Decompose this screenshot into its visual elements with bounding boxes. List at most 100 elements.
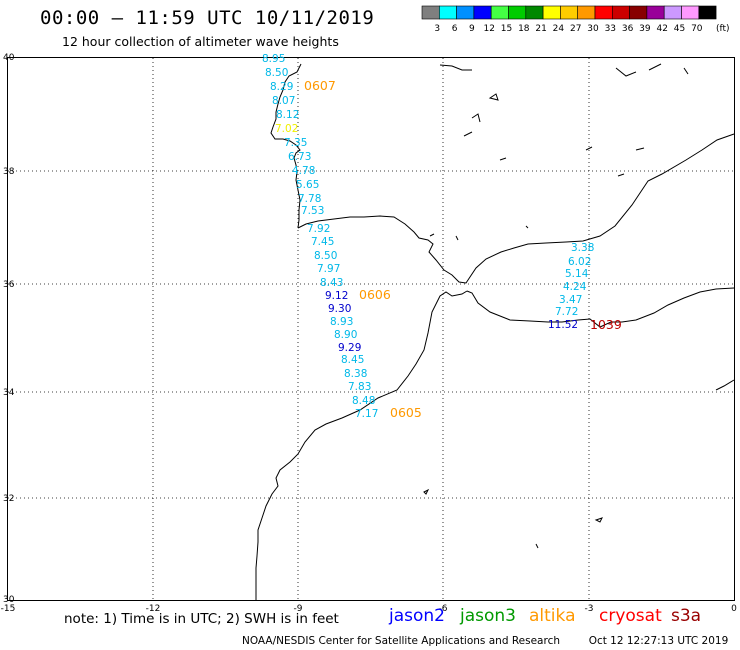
plot-frame [7, 57, 735, 601]
scale-label: 39 [639, 24, 651, 34]
wave-height-value: 9.29 [338, 342, 361, 354]
scale-swatch [542, 5, 561, 20]
wave-height-value: 8.50 [314, 250, 337, 262]
coastline [255, 63, 735, 600]
wave-height-value: 7.35 [284, 137, 307, 149]
scale-swatch [525, 5, 544, 20]
lat-tick-label: 38 [3, 167, 15, 177]
scale-swatch [646, 5, 665, 20]
lat-tick-label: 30 [3, 595, 15, 605]
scale-swatch [663, 5, 682, 20]
scale-unit-label: (ft) [716, 24, 730, 34]
satellite-legend-item: altika [529, 606, 576, 626]
satellite-legend-item: jason2 [389, 606, 445, 626]
satellite-legend-item: s3a [671, 606, 702, 626]
scale-label: 70 [691, 24, 703, 34]
wave-height-value: 7.17 [355, 408, 378, 420]
generation-timestamp: Oct 12 12:27:13 UTC 2019 [588, 635, 729, 647]
scale-swatch [490, 5, 509, 20]
wave-height-value: 5.65 [296, 179, 319, 191]
wave-height-value: 8.93 [330, 316, 353, 328]
wave-height-value: 11.52 [548, 319, 578, 331]
scale-swatch [577, 5, 596, 20]
lon-tick-label: -3 [585, 604, 594, 614]
scale-swatch [421, 5, 440, 20]
scale-label: 33 [605, 24, 616, 34]
wave-height-value: 6.73 [288, 151, 311, 163]
lon-tick-label: 0 [731, 604, 737, 614]
wave-height-value: 7.97 [317, 263, 340, 275]
credit-line: NOAA/NESDIS Center for Satellite Applica… [242, 635, 728, 647]
scale-swatch [611, 5, 630, 20]
wave-height-value: 7.53 [301, 205, 324, 217]
wave-height-value: 5.14 [565, 268, 589, 280]
wave-height-value: 8.29 [270, 81, 293, 93]
lon-tick-label: -6 [439, 604, 448, 614]
lon-tick-label: -12 [146, 604, 161, 614]
scale-label: 36 [622, 24, 634, 34]
satellite-legend-item: jason3 [460, 606, 516, 626]
wave-height-value: 9.12 [325, 290, 348, 302]
wave-height-value: 7.45 [311, 236, 334, 248]
lat-tick-label: 34 [3, 388, 15, 398]
scale-label: 3 [434, 24, 440, 34]
wave-height-value: 7.72 [555, 306, 578, 318]
track-time-label: 1039 [590, 317, 622, 332]
scale-label: 30 [587, 24, 599, 34]
scale-label: 24 [553, 24, 565, 34]
wave-height-value: 8.12 [276, 109, 299, 121]
scale-label: 45 [674, 24, 685, 34]
track-time-label: 0605 [390, 405, 422, 420]
map-subtitle: 12 hour collection of altimeter wave hei… [62, 34, 339, 49]
lat-tick-label: 36 [3, 280, 15, 290]
lon-tick-label: -9 [294, 604, 303, 614]
scale-label: 6 [452, 24, 458, 34]
color-scale-legend: 3 6 9 12 15 18 21 24 27 30 33 36 39 42 45 70 (ft) [421, 5, 730, 34]
wave-height-value: 8.38 [344, 368, 367, 380]
scale-label: 9 [469, 24, 475, 34]
scale-swatch [681, 5, 700, 20]
scale-label: 21 [535, 24, 546, 34]
lon-tick-label: -15 [1, 604, 16, 614]
scale-swatch [456, 5, 475, 20]
track-time-label: 0606 [359, 287, 391, 302]
map-title: 00:00 – 11:59 UTC 10/11/2019 [40, 7, 375, 29]
lat-tick-label: 32 [3, 494, 14, 504]
wave-height-value: 7.92 [307, 223, 330, 235]
scale-swatch [560, 5, 579, 20]
wave-height-value: 7.02 [275, 123, 298, 135]
wave-height-value: 7.78 [298, 193, 321, 205]
wave-height-value: 8.43 [320, 277, 343, 289]
scale-swatch [438, 5, 457, 20]
wave-height-value: 8.07 [272, 95, 295, 107]
scale-swatch [698, 5, 717, 20]
scale-swatch [629, 5, 648, 20]
wave-height-value: 8.50 [265, 67, 288, 79]
scale-label: 27 [570, 24, 581, 34]
satellite-legend-item: cryosat [599, 606, 662, 626]
scale-swatch [473, 5, 492, 20]
wave-height-value: 8.45 [341, 354, 364, 366]
credit-text: NOAA/NESDIS Center for Satellite Applica… [242, 635, 560, 647]
footer-note: note: 1) Time is in UTC; 2) SWH is in fe… [64, 611, 339, 627]
wave-height-value: 4.24 [563, 281, 587, 293]
scale-label: 12 [483, 24, 494, 34]
graticule [8, 58, 734, 600]
scale-label: 18 [518, 24, 530, 34]
wave-height-value: 9.30 [328, 303, 351, 315]
wave-height-value: 3.38 [571, 242, 594, 254]
wave-height-value: 8.48 [352, 395, 375, 407]
wave-height-value: 8.95 [262, 53, 285, 65]
wave-height-value: 8.90 [334, 329, 357, 341]
wave-height-value: 6.02 [568, 256, 591, 268]
track-time-label: 0607 [304, 78, 336, 93]
scale-label: 15 [501, 24, 512, 34]
wave-height-value: 7.83 [348, 381, 371, 393]
scale-swatch [508, 5, 527, 20]
wave-height-value: 4.78 [292, 165, 315, 177]
scale-swatch [594, 5, 613, 20]
lat-tick-label: 40 [3, 53, 15, 63]
wave-height-value: 3.47 [559, 294, 582, 306]
scale-label: 42 [656, 24, 667, 34]
